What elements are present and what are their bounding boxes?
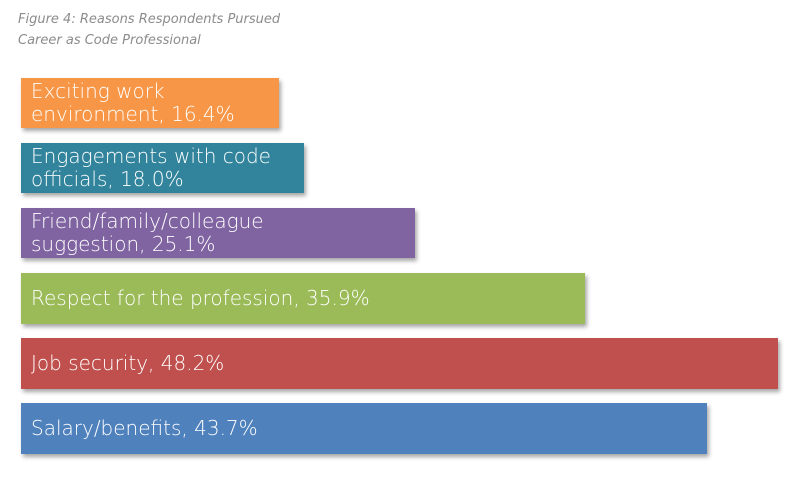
bar-label: Salary/benefits, 43.7% (31, 417, 258, 440)
bar-respect-for-the-profession: Respect for the profession, 35.9% (21, 273, 585, 324)
bar-label: Job security, 48.2% (31, 352, 225, 375)
bar-friend-family-colleague-suggestion: Friend/family/colleague suggestion, 25.1… (21, 208, 415, 258)
chart-title: Figure 4: Reasons Respondents Pursued Ca… (18, 9, 338, 51)
bar-label: Respect for the profession, 35.9% (31, 287, 370, 310)
bar-label: Engagements with code officials, 18.0% (31, 145, 271, 191)
bar-job-security: Job security, 48.2% (21, 338, 778, 389)
bar-engagements-with-code-officials: Engagements with code officials, 18.0% (21, 143, 304, 193)
bar-exciting-work-environment: Exciting work environment, 16.4% (21, 78, 279, 128)
bar-label: Exciting work environment, 16.4% (31, 80, 235, 126)
chart-title-line-2: Career as Code Professional (18, 33, 201, 48)
chart-title-line-1: Figure 4: Reasons Respondents Pursued (18, 12, 281, 27)
bar-label: Friend/family/colleague suggestion, 25.1… (31, 210, 264, 256)
bar-salary-benefits: Salary/benefits, 43.7% (21, 403, 707, 454)
